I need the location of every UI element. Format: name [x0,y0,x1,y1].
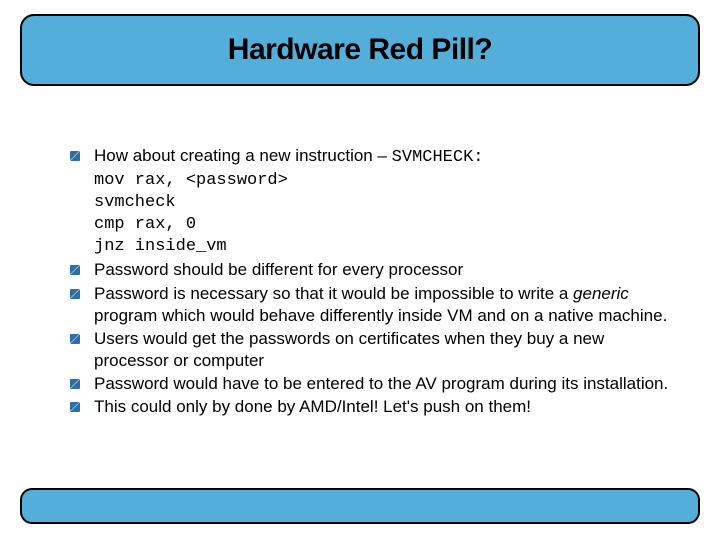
inline-code: SVMCHECK: [392,148,484,167]
italic-text: generic [573,284,629,303]
list-item: Password is necessary so that it would b… [70,283,670,327]
content-area: How about creating a new instruction – S… [70,145,670,419]
code-block: mov rax, <password> svmcheck cmp rax, 0 … [70,170,670,258]
list-item: This could only by done by AMD/Intel! Le… [70,396,670,418]
list-item: Password would have to be entered to the… [70,373,670,395]
bullet-text: Password would have to be entered to the… [94,374,668,393]
bullet-text: This could only by done by AMD/Intel! Le… [94,397,531,416]
title-bar: Hardware Red Pill? [20,14,700,86]
list-item: Users would get the passwords on certifi… [70,328,670,372]
bullet-list: How about creating a new instruction – S… [70,145,670,418]
bullet-text-pre: How about creating a new instruction – [94,146,392,165]
footer-bar [20,488,700,524]
bullet-text: Password should be different for every p… [94,260,463,279]
list-item: How about creating a new instruction – S… [70,145,670,169]
list-item: Password should be different for every p… [70,259,670,281]
bullet-text: Users would get the passwords on certifi… [94,329,604,370]
bullet-text-post: program which would behave differently i… [94,306,667,325]
bullet-text-pre: Password is necessary so that it would b… [94,284,573,303]
slide-title: Hardware Red Pill? [228,33,492,67]
